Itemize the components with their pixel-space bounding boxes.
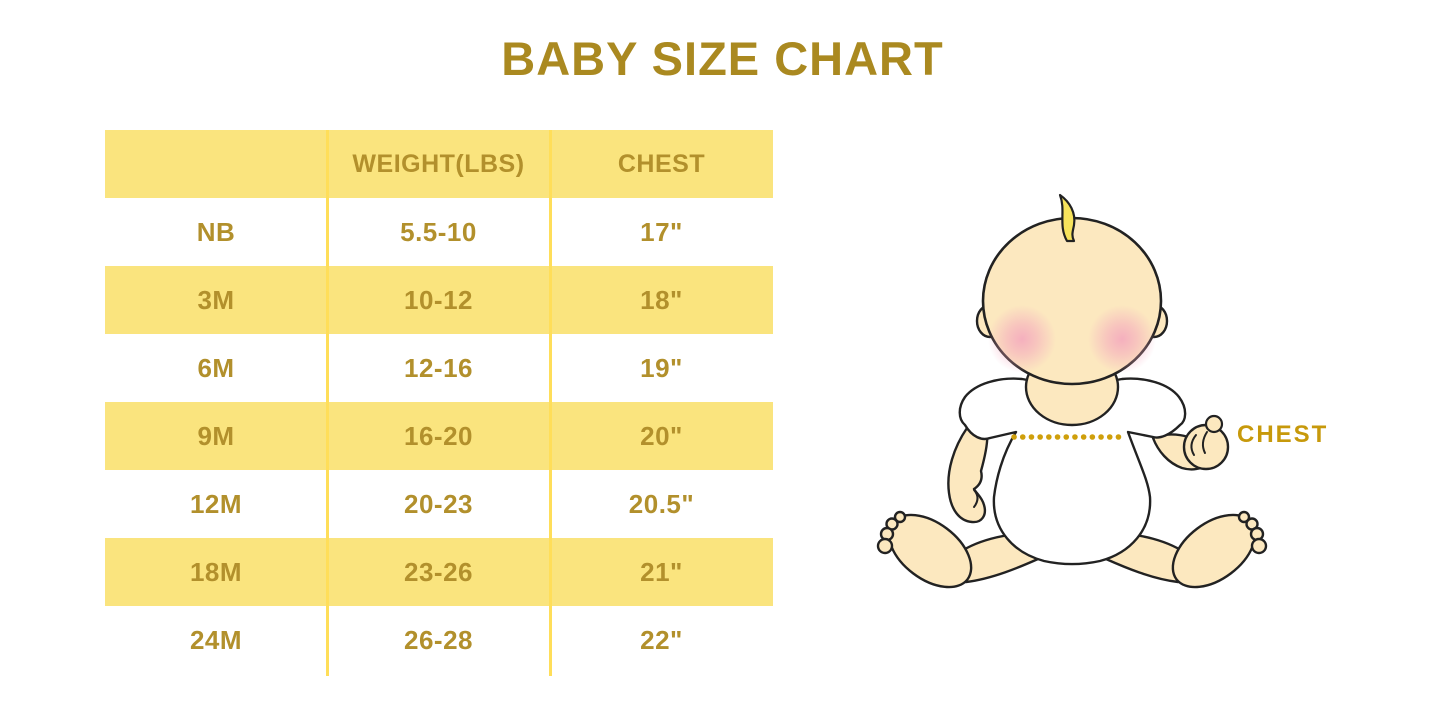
page-title: BABY SIZE CHART [501,32,944,85]
weight-cell: 16-20 [404,420,473,451]
chest-cell: 22" [640,624,683,655]
chest-measurement-label: CHEST [1237,421,1329,448]
baby-cheek [988,305,1056,373]
size-cell: 12M [189,488,243,519]
size-cell: 24M [189,624,243,655]
size-chart-table: WEIGHT(LBS) CHEST NB 5.5-10 17" 3M 10-12… [105,130,773,678]
table-row: 12M 20-23 20.5" [105,470,773,538]
size-cell: 18M [189,556,243,587]
weight-cell: 12-16 [404,352,473,383]
table-row: 6M 12-16 19" [105,334,773,402]
baby-drawing [876,193,1270,603]
table-row: 9M 16-20 20" [105,402,773,470]
chest-cell: 19" [640,352,683,383]
table-row: 3M 10-12 18" [105,266,773,334]
column-header-size [105,130,327,198]
baby-illustration [870,185,1330,615]
baby-cheek [1088,305,1156,373]
weight-cell: 20-23 [404,488,473,519]
chest-cell: 21" [640,556,683,587]
chest-cell: 20.5" [628,488,695,519]
size-cell: 6M [197,352,235,383]
chest-cell: 17" [640,216,683,247]
size-cell: 3M [197,284,235,315]
weight-cell: 23-26 [404,556,473,587]
column-divider [549,130,552,676]
weight-cell: 5.5-10 [400,216,477,247]
column-divider [326,130,329,676]
baby-hair-curl [1058,193,1076,243]
size-cell: NB [196,216,236,247]
table-row: 18M 23-26 21" [105,538,773,606]
weight-cell: 10-12 [404,284,473,315]
baby-arm-left [947,426,989,524]
weight-cell: 26-28 [404,624,473,655]
table-row: 24M 26-28 22" [105,606,773,674]
table-row: NB 5.5-10 17" [105,198,773,266]
column-header-chest: CHEST [617,149,706,178]
chest-cell: 20" [640,420,683,451]
chest-cell: 18" [640,284,683,315]
column-header-weight: WEIGHT(LBS) [352,149,525,178]
size-cell: 9M [197,420,235,451]
table-header-row: WEIGHT(LBS) CHEST [105,130,773,198]
